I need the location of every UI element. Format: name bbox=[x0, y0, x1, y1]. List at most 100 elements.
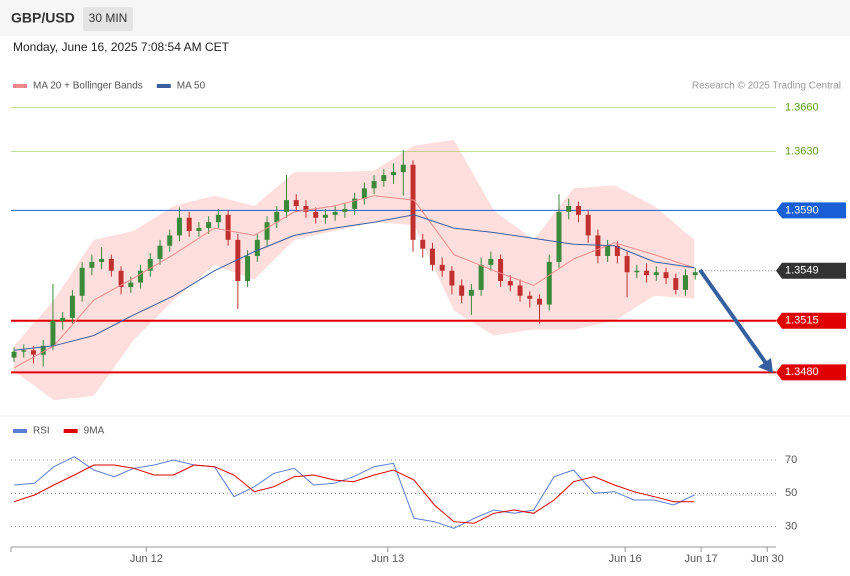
candle-body bbox=[108, 258, 114, 271]
level-label: 1.3590 bbox=[785, 204, 819, 216]
candle-body bbox=[225, 214, 231, 240]
candle-body bbox=[653, 272, 659, 276]
x-tick-label: Jun 30 bbox=[751, 553, 784, 565]
level-label: 1.3630 bbox=[785, 145, 819, 157]
candle-body bbox=[439, 264, 445, 271]
forecast-arrowhead bbox=[758, 358, 773, 373]
candle-body bbox=[478, 264, 484, 290]
legend-label: 9MA bbox=[84, 426, 105, 437]
candle-body bbox=[342, 208, 348, 212]
candle-body bbox=[235, 239, 241, 282]
candle-body bbox=[206, 222, 212, 229]
candle-body bbox=[575, 205, 581, 215]
candle-body bbox=[313, 211, 319, 218]
candle-body bbox=[517, 285, 523, 296]
candle-body bbox=[157, 245, 163, 259]
candle-body bbox=[420, 239, 426, 249]
candle-body bbox=[644, 270, 650, 276]
source-note: Research © 2025 Trading Central bbox=[692, 81, 841, 92]
candle-body bbox=[498, 258, 504, 282]
candle-body bbox=[410, 164, 416, 240]
interval: 30 MIN bbox=[89, 11, 128, 25]
candle-body bbox=[30, 350, 36, 355]
y-tick-label: 70 bbox=[785, 454, 797, 466]
timestamp: Monday, June 16, 2025 7:08:54 AM CET bbox=[13, 40, 230, 54]
legend-swatch bbox=[13, 429, 27, 433]
candle-body bbox=[50, 320, 56, 346]
candle-body bbox=[274, 211, 280, 223]
candle-body bbox=[11, 351, 17, 358]
x-tick-label: Jun 17 bbox=[685, 553, 718, 565]
candle-body bbox=[254, 239, 260, 257]
header-bar bbox=[0, 0, 850, 36]
candle-body bbox=[89, 261, 95, 268]
legend-label: MA 20 + Bollinger Bands bbox=[33, 81, 143, 92]
candle-body bbox=[682, 275, 688, 290]
candle-body bbox=[264, 222, 270, 240]
candle-body bbox=[488, 258, 494, 265]
candle-body bbox=[527, 295, 533, 299]
candle-body bbox=[663, 272, 669, 279]
candle-body bbox=[196, 228, 202, 232]
candle-body bbox=[176, 217, 182, 236]
plot-layer: 1.3660 1.3630 1.3590 1.3549 1.3515 1.3480 MA 2… bbox=[10, 81, 846, 565]
candle-body bbox=[322, 214, 328, 218]
candle-body bbox=[556, 211, 562, 262]
candle-body bbox=[293, 200, 299, 206]
candle-body bbox=[566, 205, 572, 212]
candle-body bbox=[128, 282, 134, 287]
series-line bbox=[13, 456, 695, 529]
moving-average bbox=[13, 214, 695, 351]
level-tag bbox=[776, 312, 846, 329]
candle-body bbox=[118, 270, 124, 287]
level-label: 1.3515 bbox=[785, 315, 819, 327]
candle-body bbox=[361, 188, 367, 199]
x-tick-label: Jun 13 bbox=[371, 553, 404, 565]
candle-body bbox=[167, 235, 173, 246]
candle-body bbox=[371, 180, 377, 189]
candle-body bbox=[546, 261, 552, 305]
y-tick-label: 30 bbox=[785, 521, 797, 533]
candle-body bbox=[60, 317, 66, 321]
candle-body bbox=[692, 272, 698, 276]
level-label: 1.3660 bbox=[785, 101, 819, 113]
candle-body bbox=[147, 258, 153, 271]
moving-average bbox=[13, 195, 695, 369]
candle-body bbox=[284, 200, 290, 212]
candle-body bbox=[138, 270, 144, 283]
candle-body bbox=[507, 281, 513, 286]
candle-body bbox=[605, 245, 611, 257]
candle-body bbox=[99, 258, 105, 262]
x-tick-label: Jun 16 bbox=[609, 553, 642, 565]
candle-body bbox=[381, 175, 387, 181]
candle-body bbox=[429, 248, 435, 265]
level-label: 1.3549 bbox=[785, 265, 819, 277]
candle-body bbox=[215, 214, 221, 223]
candle-body bbox=[585, 214, 591, 236]
candle-body bbox=[186, 217, 192, 232]
level-label: 1.3480 bbox=[785, 366, 819, 378]
candle-body bbox=[352, 198, 358, 209]
legend-swatch bbox=[13, 84, 27, 88]
series-line bbox=[13, 464, 695, 524]
candle-body bbox=[79, 267, 85, 296]
legend-swatch bbox=[63, 429, 78, 433]
candle-body bbox=[332, 211, 338, 215]
symbol: GBP/USD bbox=[11, 10, 75, 26]
candle-body bbox=[537, 298, 543, 305]
legend-label: MA 50 bbox=[177, 81, 206, 92]
level-tag bbox=[776, 364, 846, 381]
forecast-arrow bbox=[698, 268, 770, 368]
candle-body bbox=[595, 235, 601, 257]
candle-body bbox=[449, 270, 455, 286]
y-tick-label: 50 bbox=[785, 487, 797, 499]
candle-body bbox=[468, 289, 474, 296]
legend-swatch bbox=[156, 84, 171, 88]
candle-body bbox=[459, 285, 465, 296]
candle-body bbox=[303, 205, 309, 212]
candle-body bbox=[400, 164, 406, 173]
interval-box bbox=[83, 7, 133, 31]
legend-label: RSI bbox=[33, 426, 50, 437]
candle-body bbox=[614, 245, 620, 257]
